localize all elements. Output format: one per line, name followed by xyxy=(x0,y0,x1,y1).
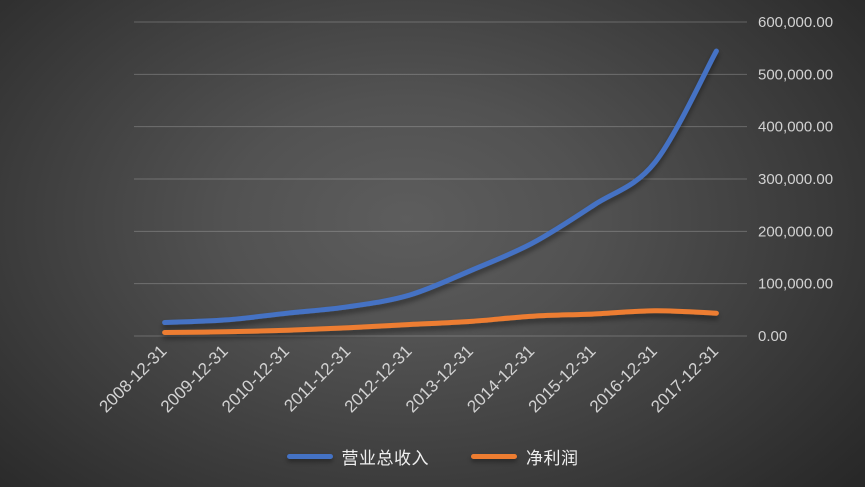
series-line-net-profit[interactable] xyxy=(162,308,719,335)
legend-swatch-net-profit-icon xyxy=(471,454,517,459)
legend-item-net-profit[interactable]: 净利润 xyxy=(471,444,579,469)
y-tick-label: 400,000.00 xyxy=(758,119,833,136)
legend-swatch-revenue-icon xyxy=(286,454,333,459)
chart-legend: 营业总收入 净利润 xyxy=(0,444,865,469)
legend-label-revenue: 营业总收入 xyxy=(341,449,429,468)
legend-item-revenue[interactable]: 营业总收入 xyxy=(286,444,430,469)
line-chart-plot: 0.00 100,000.00 200,000.00 300,000.00 400,00… xyxy=(96,14,834,416)
y-tick-label: 0.00 xyxy=(758,328,787,345)
y-tick-label: 100,000.00 xyxy=(758,276,833,293)
y-tick-label: 500,000.00 xyxy=(758,66,833,83)
legend-label-net-profit: 净利润 xyxy=(526,449,579,468)
y-tick-label: 300,000.00 xyxy=(758,171,833,188)
y-tick-label: 600,000.00 xyxy=(758,14,833,31)
y-tick-label: 200,000.00 xyxy=(758,223,833,240)
series-line-revenue[interactable] xyxy=(162,48,719,325)
